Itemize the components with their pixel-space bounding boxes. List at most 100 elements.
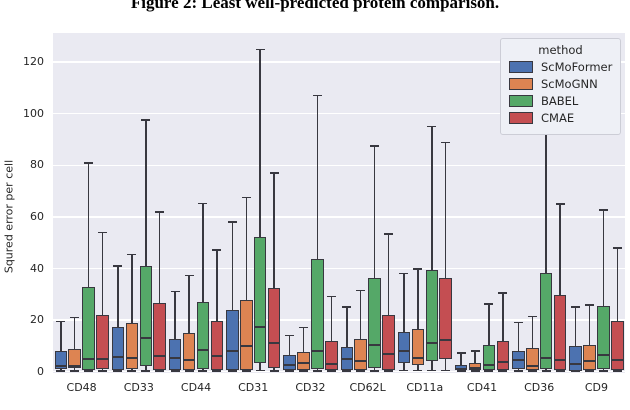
y-tick-label: 120 (23, 55, 44, 69)
whisker-lower (101, 368, 104, 371)
whisker-cap-upper (413, 268, 423, 270)
whisker-upper (559, 204, 561, 295)
whisker-cap-lower (326, 370, 336, 372)
legend-entry: ScMoFormer (509, 60, 612, 74)
whisker-cap-lower (427, 369, 437, 372)
whisker-upper (417, 269, 419, 330)
box-CMAE-CD62L (382, 315, 395, 371)
legend-swatch-icon (509, 112, 533, 124)
box-ScMoGNN-CD41 (468, 362, 482, 371)
whisker-cap-upper (427, 125, 437, 128)
median-line (439, 338, 452, 341)
whisker-upper (231, 222, 234, 310)
whisker-cap-lower (285, 370, 295, 372)
whisker-lower (373, 368, 376, 371)
x-tick-label: CD36 (524, 381, 555, 394)
legend: method ScMoFormer ScMoGNN BABEL CMAE (500, 38, 621, 135)
median-line (226, 350, 239, 353)
whisker-cap-upper (326, 295, 336, 298)
box-BABEL-CD9 (597, 305, 610, 370)
whisker-cap-upper (285, 334, 295, 337)
box-ScMoFormer-CD41 (454, 364, 468, 371)
whisker-cap-lower (555, 370, 565, 372)
whisker-cap-upper (598, 209, 608, 211)
whisker-upper (588, 304, 591, 345)
whisker-cap-lower (84, 370, 94, 372)
box-ScMoGNN-CD48 (68, 348, 81, 369)
whisker-cap-upper (612, 247, 622, 249)
y-tick-label: 100 (23, 106, 44, 120)
whisker-lower (131, 368, 133, 371)
box-BABEL-CD33 (139, 266, 152, 367)
whisker-cap-upper (227, 221, 237, 223)
median-line (311, 349, 324, 352)
box-BABEL-CD41 (482, 344, 496, 370)
box-ScMoFormer-CD31 (226, 309, 239, 371)
median-line (196, 348, 210, 351)
gridline (53, 370, 625, 373)
whisker-cap-upper (441, 141, 451, 144)
whisker-lower (545, 369, 547, 371)
box-ScMoFormer-CD33 (111, 327, 125, 370)
whisker-upper (316, 95, 319, 260)
median-line (297, 361, 310, 364)
whisker-upper (101, 232, 104, 315)
whisker-upper (574, 307, 577, 347)
median-line (325, 362, 338, 365)
whisker-cap-lower (342, 370, 352, 372)
median-line (526, 365, 539, 368)
median-line (54, 365, 67, 368)
whisker-cap-upper (198, 202, 208, 204)
x-tick-label: CD31 (238, 381, 269, 394)
whisker-cap-lower (184, 370, 194, 372)
whisker-upper (517, 322, 520, 351)
whisker-upper (245, 197, 247, 300)
whisker-cap-upper (97, 231, 107, 234)
median-line (96, 358, 109, 361)
y-tick-label: 40 (30, 261, 44, 275)
whisker-cap-lower (255, 369, 265, 372)
median-line (340, 358, 353, 361)
whisker-upper (531, 316, 533, 348)
whisker-upper (60, 321, 62, 352)
x-tick-label: CD11a (406, 381, 444, 394)
whisker-upper (216, 249, 218, 321)
median-line (168, 357, 182, 360)
median-line (496, 361, 510, 364)
whisker-cap-lower (383, 370, 393, 372)
box-ScMoGNN-CD33 (125, 323, 139, 369)
whisker-cap-upper (269, 172, 279, 174)
box-CMAE-CD33 (153, 303, 166, 371)
whisker-cap-upper (212, 249, 222, 251)
whisker-cap-lower (298, 370, 308, 372)
gridline (53, 112, 625, 115)
whisker-cap-lower (399, 369, 409, 372)
whisker-cap-lower (413, 369, 423, 372)
box-CMAE-CD44 (210, 320, 224, 371)
whisker-cap-lower (155, 370, 165, 372)
median-line (283, 363, 296, 366)
box-CMAE-CD48 (96, 314, 109, 369)
whisker-cap-lower (612, 370, 622, 372)
x-tick-label: CD41 (466, 381, 498, 394)
median-line (354, 360, 367, 363)
whisker-cap-lower (541, 370, 551, 372)
whisker-upper (330, 296, 332, 341)
median-line (125, 357, 139, 360)
whisker-cap-lower (527, 370, 537, 372)
whisker-cap-upper (170, 290, 180, 293)
whisker-cap-upper (155, 211, 165, 213)
gridline (53, 61, 625, 63)
legend-swatch-icon (509, 78, 533, 90)
whisker-cap-upper (584, 304, 594, 306)
median-line (539, 357, 553, 360)
whisker-upper (259, 49, 261, 237)
whisker-upper (373, 145, 376, 279)
legend-entries: ScMoFormer ScMoGNN BABEL CMAE (509, 60, 612, 125)
whisker-upper (145, 120, 147, 267)
x-tick-label: CD44 (180, 381, 212, 394)
whisker-upper (474, 350, 476, 363)
legend-swatch-icon (509, 95, 533, 107)
whisker-upper (403, 273, 405, 333)
